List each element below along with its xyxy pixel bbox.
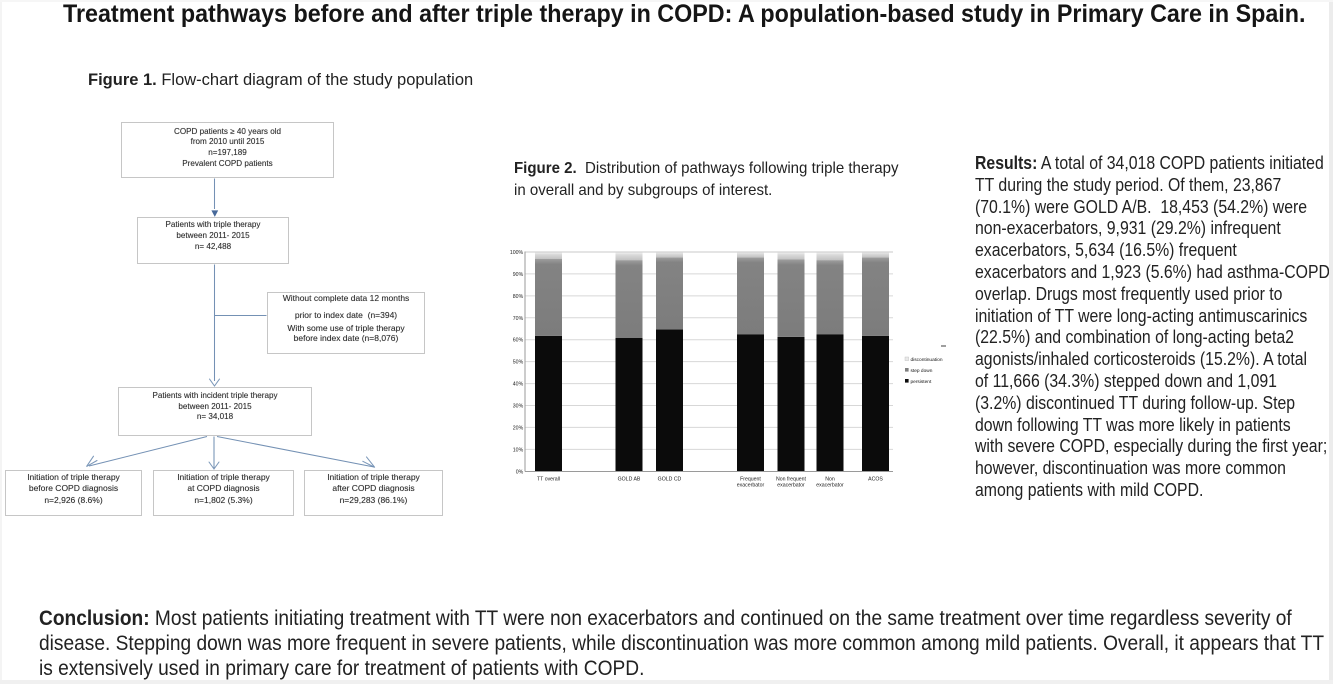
svg-text:20%: 20%	[513, 425, 524, 431]
svg-text:Frequent: Frequent	[740, 477, 761, 483]
svg-text:30%: 30%	[513, 404, 524, 410]
svg-text:exacerbator: exacerbator	[816, 483, 844, 489]
svg-text:90%: 90%	[513, 272, 524, 278]
svg-text:100%: 100%	[510, 250, 524, 256]
svg-text:10%: 10%	[513, 447, 524, 453]
svg-text:discontinuation: discontinuation	[911, 357, 943, 363]
svg-text:80%: 80%	[513, 294, 524, 300]
svg-text:Non frequent: Non frequent	[776, 477, 807, 483]
svg-text:50%: 50%	[513, 360, 524, 366]
svg-text:GOLD CD: GOLD CD	[658, 477, 682, 483]
svg-text:step down: step down	[911, 368, 933, 374]
svg-text:60%: 60%	[513, 338, 524, 344]
svg-text:TT overall: TT overall	[537, 477, 560, 483]
svg-text:40%: 40%	[513, 382, 524, 388]
svg-text:GOLD AB: GOLD AB	[618, 477, 641, 483]
svg-text:Non: Non	[825, 477, 835, 483]
svg-text:0%: 0%	[516, 469, 524, 475]
svg-text:persistent: persistent	[911, 379, 932, 385]
svg-text:ACOS: ACOS	[868, 477, 883, 483]
svg-text:70%: 70%	[513, 316, 524, 322]
svg-text:exacerbator: exacerbator	[737, 483, 765, 489]
svg-text:exacerbator: exacerbator	[777, 483, 805, 489]
